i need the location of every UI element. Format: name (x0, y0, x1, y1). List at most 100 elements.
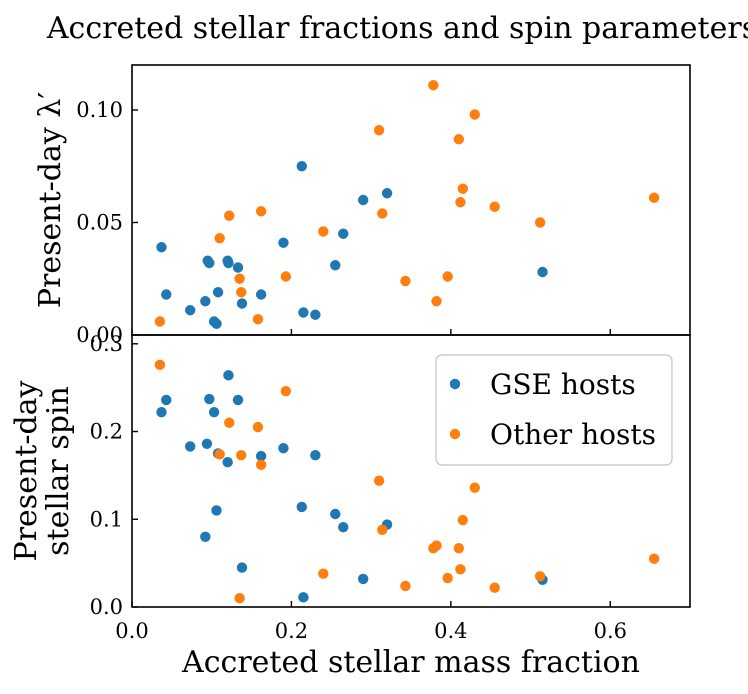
data-point (255, 289, 267, 300)
data-point (255, 450, 267, 462)
panels: 0.00 0.05 0.10 Present-day λ′ 0.0 0.1 0.2 0.3 Pr… (9, 64, 691, 643)
data-point (442, 572, 453, 584)
data-point (648, 192, 660, 203)
x-tick-label: 0.6 (594, 619, 627, 643)
data-point (318, 568, 329, 579)
data-point (211, 318, 222, 329)
data-point (236, 562, 248, 573)
data-point (236, 450, 247, 461)
data-point (156, 242, 167, 253)
data-point (234, 593, 245, 604)
x-tick-labels: 0.0 0.2 0.4 0.6 (115, 619, 627, 643)
data-point (534, 217, 546, 228)
data-point (298, 592, 309, 603)
data-point (338, 228, 349, 239)
x-axis-label: Accreted stellar mass fraction (181, 645, 640, 680)
data-point (278, 237, 289, 248)
data-point (236, 287, 247, 298)
data-point (255, 459, 267, 471)
data-point (431, 540, 442, 551)
data-point (214, 233, 225, 244)
data-point (455, 197, 466, 208)
data-point (222, 457, 233, 468)
y-tick-label: 0.10 (76, 98, 123, 122)
legend-marker (449, 428, 461, 440)
data-point (184, 441, 196, 452)
data-point (453, 543, 465, 554)
y-tick-label: 0.05 (76, 211, 123, 235)
data-point (373, 475, 385, 486)
data-point (442, 271, 453, 282)
data-point (280, 385, 292, 397)
data-point (534, 571, 546, 582)
y-tick-label: 0.00 (76, 323, 123, 347)
data-point (200, 531, 211, 543)
data-point (224, 417, 235, 428)
y-tick-label: 0.2 (90, 420, 123, 444)
data-point (381, 188, 393, 199)
data-point (200, 296, 211, 307)
data-point (428, 80, 439, 91)
data-point (212, 287, 224, 298)
y-tick-label: 0.0 (90, 595, 123, 619)
panel-top: 0.00 0.05 0.10 Present-day λ′ (33, 64, 691, 347)
y-tick-label: 0.3 (90, 332, 123, 356)
y-axis-label: Present-daystellar spin (9, 380, 76, 561)
data-point (296, 501, 307, 513)
legend-box (435, 354, 673, 466)
y-tick-label: 0.1 (90, 507, 123, 531)
legend: GSE hosts Other hosts (435, 354, 673, 466)
panel-bottom: 0.0 0.1 0.2 0.3 Present-daystellar spin GSE h… (9, 332, 691, 619)
data-point (232, 394, 244, 406)
data-point (357, 573, 369, 585)
data-point (330, 508, 341, 520)
data-point (223, 257, 234, 269)
data-point (204, 257, 215, 269)
data-point (296, 161, 307, 172)
data-point (161, 394, 172, 406)
data-point (255, 206, 267, 217)
data-point (154, 359, 166, 371)
data-point (457, 514, 469, 526)
data-point (154, 316, 166, 327)
data-point (280, 271, 292, 282)
legend-label: GSE hosts (490, 368, 636, 401)
data-point (234, 273, 245, 284)
data-point (278, 442, 289, 454)
data-point (400, 275, 411, 287)
data-point (161, 289, 172, 300)
data-point (204, 393, 215, 405)
data-point (318, 226, 329, 237)
data-point (489, 201, 500, 212)
data-point (211, 505, 222, 516)
data-point (223, 370, 234, 381)
data-point (298, 307, 309, 318)
data-point (377, 524, 388, 535)
data-point (184, 305, 196, 316)
x-tick-label: 0.4 (434, 619, 467, 643)
x-tick-label: 0.0 (115, 619, 148, 643)
legend-marker (449, 378, 461, 390)
data-point (469, 109, 480, 120)
data-point (455, 564, 466, 575)
data-point (357, 194, 369, 206)
data-point (310, 309, 321, 320)
data-point (648, 553, 660, 564)
data-point (431, 296, 442, 307)
data-point (236, 298, 248, 309)
data-point (457, 183, 469, 194)
data-point (224, 210, 235, 221)
chart-title: Accreted stellar fractions and spin para… (46, 11, 748, 46)
data-point (469, 482, 480, 493)
panel-frame (131, 334, 691, 608)
data-point (400, 580, 411, 592)
data-point (377, 208, 388, 219)
data-point (489, 582, 500, 593)
data-point (310, 450, 321, 461)
data-point (232, 262, 244, 273)
data-point (201, 438, 213, 449)
data-point (537, 266, 548, 278)
data-point (208, 407, 220, 418)
data-point (252, 421, 264, 433)
